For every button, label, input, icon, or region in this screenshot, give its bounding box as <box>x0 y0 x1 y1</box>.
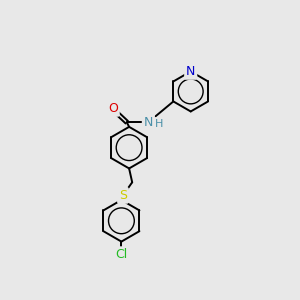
Text: S: S <box>119 189 127 202</box>
Text: H: H <box>155 119 163 129</box>
Text: N: N <box>144 116 153 129</box>
Text: O: O <box>108 102 118 115</box>
Text: Cl: Cl <box>115 248 128 261</box>
Text: N: N <box>186 65 195 78</box>
